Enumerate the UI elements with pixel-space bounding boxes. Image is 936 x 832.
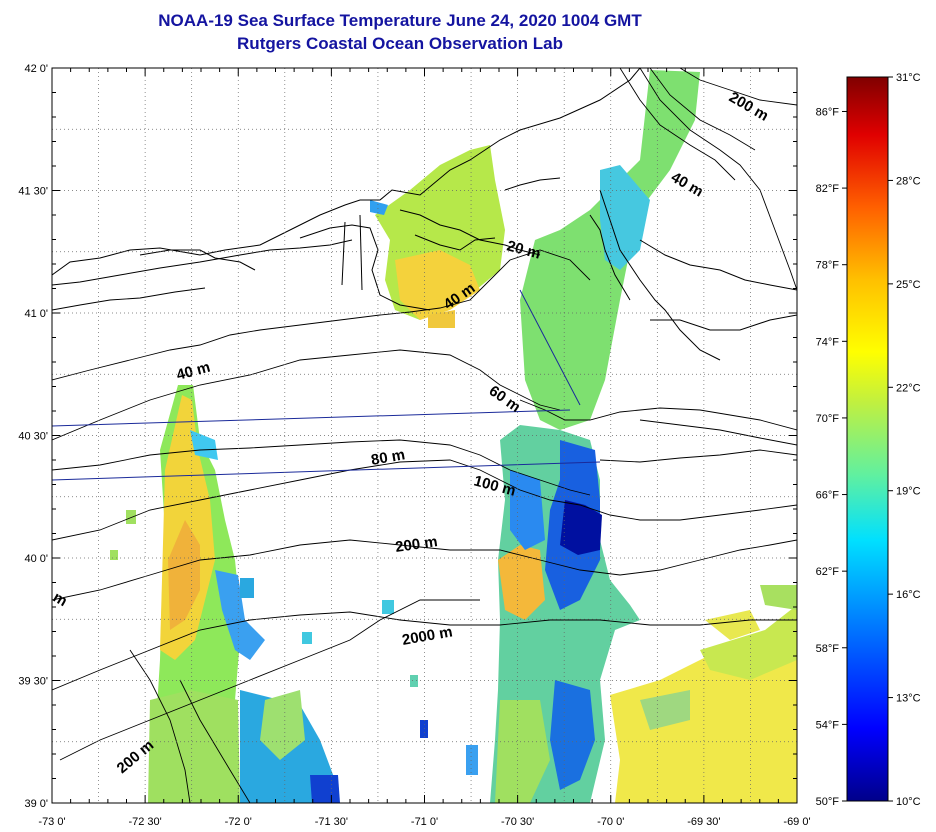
latitude-label: 41 30'	[18, 186, 48, 198]
axis-ticks	[51, 67, 798, 804]
colorbar-fahrenheit-label: 74°F	[816, 336, 840, 348]
latitude-label: 40 30'	[18, 431, 48, 443]
colorbar-celsius-label: 28°C	[896, 175, 921, 187]
longitude-label: -72 0'	[225, 816, 252, 828]
contour-label: 80 m	[370, 446, 407, 469]
latitude-label: 41 0'	[24, 308, 48, 320]
colorbar-celsius-label: 10°C	[896, 796, 921, 808]
colorbar-celsius-label: 31°C	[896, 72, 921, 84]
colorbar-fahrenheit-label: 62°F	[816, 566, 840, 578]
longitude-label: -69 30'	[687, 816, 720, 828]
colorbar-celsius-label: 16°C	[896, 589, 921, 601]
longitude-label: -69 0'	[783, 816, 810, 828]
colorbar-fahrenheit-labels: 86°F 82°F 78°F 74°F 70°F 66°F 62°F 58°F 54°F 50°F	[816, 106, 847, 808]
bathymetry-contours	[52, 68, 797, 803]
colorbar-celsius-label: 13°C	[896, 693, 921, 705]
contour-label: 2000 m	[401, 623, 454, 649]
longitude-label: -71 30'	[315, 816, 348, 828]
latitude-label: 42 0'	[24, 63, 48, 75]
coastline	[52, 68, 797, 361]
latitude-label: 39 0'	[24, 798, 48, 810]
colorbar-celsius-label: 25°C	[896, 279, 921, 291]
map-title: NOAA-19 Sea Surface Temperature June 24,…	[158, 11, 642, 30]
graticule	[51, 67, 798, 804]
map-subtitle: Rutgers Coastal Ocean Observation Lab	[237, 34, 563, 53]
colorbar-celsius-labels: 31°C 28°C 25°C 22°C 19°C 16°C 13°C 10°C	[888, 72, 921, 808]
longitude-label: -73 0'	[38, 816, 65, 828]
colorbar-fahrenheit-label: 78°F	[816, 260, 840, 272]
transect-lines	[52, 289, 601, 481]
latitude-labels: 42 0' 41 30' 41 0' 40 30' 40 0' 39 30' 39 0'	[18, 63, 48, 810]
latitude-label: 39 30'	[18, 676, 48, 688]
latitude-label: 40 0'	[24, 553, 48, 565]
longitude-label: -70 30'	[501, 816, 534, 828]
colorbar-fahrenheit-label: 70°F	[816, 413, 840, 425]
sst-field	[110, 70, 797, 803]
contour-label: 200 m	[394, 533, 438, 556]
contour-label: 200 m	[726, 89, 771, 125]
longitude-label: -72 30'	[128, 816, 161, 828]
colorbar	[846, 76, 889, 802]
colorbar-fahrenheit-label: 86°F	[816, 106, 840, 118]
contour-label: 40 m	[175, 359, 212, 384]
colorbar-fahrenheit-label: 66°F	[816, 490, 840, 502]
longitude-labels: -73 0' -72 30' -72 0' -71 30' -71 0' -70 30' -…	[38, 816, 810, 828]
colorbar-fahrenheit-label: 58°F	[816, 643, 840, 655]
longitude-label: -70 0'	[597, 816, 624, 828]
colorbar-celsius-label: 22°C	[896, 382, 921, 394]
longitude-label: -71 0'	[411, 816, 438, 828]
contour-label: 40 m	[668, 169, 706, 201]
colorbar-fahrenheit-label: 54°F	[816, 719, 840, 731]
colorbar-fahrenheit-label: 82°F	[816, 183, 840, 195]
colorbar-fahrenheit-label: 50°F	[816, 796, 840, 808]
colorbar-celsius-label: 19°C	[896, 486, 921, 498]
